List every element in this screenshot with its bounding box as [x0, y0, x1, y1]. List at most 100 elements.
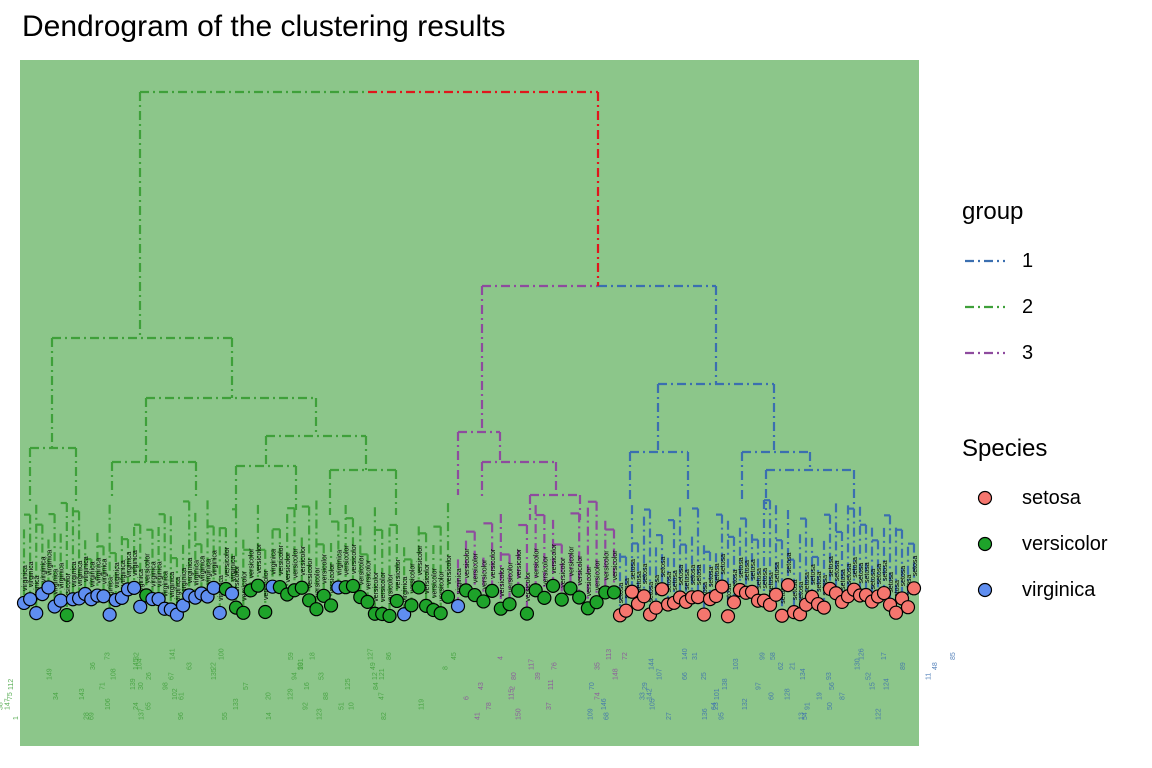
leaf-point	[774, 608, 790, 623]
leaf-index-label: 89	[900, 662, 907, 670]
leaf-label: setosa	[816, 571, 823, 592]
leaf-index-label: 82	[381, 712, 388, 720]
leaf-label: versicolor	[508, 562, 515, 593]
leaf-point	[624, 584, 640, 599]
leaf-point	[572, 590, 587, 605]
leaf-label: virginica	[77, 561, 84, 587]
leaf-label: virginica	[336, 550, 343, 576]
leaf-index-label: 10	[349, 702, 356, 710]
leaf-index-label: 125	[345, 678, 352, 690]
leaf-index-label: 99	[759, 652, 766, 660]
leaf-index-label: 57	[243, 682, 250, 690]
leaf-index-label: 47	[379, 692, 386, 700]
leaf-index-label: 84	[373, 682, 380, 690]
leaf-index-label: 66	[682, 672, 689, 680]
leaf-index-label: 25	[701, 672, 708, 680]
leaf-index-label: 109	[587, 708, 594, 720]
leaf-index-label: 94	[292, 672, 299, 680]
leaf-index-label: 122	[876, 708, 883, 720]
leaf-point	[96, 589, 111, 604]
leaf-index-label: 141	[169, 648, 176, 660]
group-legend-label-2: 2	[1022, 296, 1034, 318]
leaf-index-label: 39	[535, 672, 542, 680]
leaf-index-label: 55	[222, 712, 229, 720]
leaf-index-label: 132	[742, 698, 749, 710]
leaf-index-label: 71	[100, 682, 107, 690]
leaf-label: virginica	[157, 561, 164, 587]
leaf-point	[309, 602, 324, 617]
leaf-point	[345, 578, 361, 594]
leaf-point	[485, 583, 500, 598]
leaf-index-label: 102	[172, 688, 179, 700]
leaf-point	[816, 600, 832, 615]
leaf-label: setosa	[798, 582, 805, 603]
species-legend-title: Species	[962, 435, 1048, 462]
leaf-label: versicolor	[322, 553, 329, 584]
leaf-label: setosa	[684, 569, 691, 590]
species-legend-label-virginica: virginica	[1022, 579, 1096, 601]
leaf-label: versicolor	[542, 555, 549, 586]
leaf-label: setosa	[900, 566, 907, 587]
leaf-index-label: 101	[714, 688, 721, 700]
leaf-point	[23, 592, 38, 607]
leaf-label: setosa	[786, 552, 793, 573]
leaf-label: setosa	[774, 562, 781, 583]
leaf-point	[212, 605, 227, 621]
leaf-index-label: 115	[509, 689, 516, 700]
leaf-point	[714, 579, 730, 594]
leaf-label: setosa	[762, 568, 769, 589]
leaf-label: setosa	[660, 556, 667, 577]
leaf-label: setosa	[756, 568, 763, 589]
leaf-point	[768, 587, 784, 602]
leaf-index-label: 72	[622, 652, 629, 660]
leaf-index-label: 54	[802, 712, 809, 720]
leaf-index-label: 107	[656, 668, 663, 680]
leaf-label: virginica	[175, 577, 182, 603]
leaf-label: versicolor	[417, 545, 424, 576]
leaf-index-label: 14	[266, 712, 273, 720]
leaf-label: virginica	[230, 556, 237, 582]
leaf-index-label: 65	[145, 702, 152, 710]
leaf-point	[224, 586, 240, 601]
leaf-points	[16, 577, 922, 624]
leaf-label: setosa	[888, 572, 895, 593]
leaf-index-label: 123	[317, 708, 324, 720]
leaf-index-label: 85	[950, 652, 957, 660]
leaf-index-label: 52	[866, 672, 873, 680]
leaf-label: versicolor	[499, 566, 506, 597]
leaf-label: setosa	[804, 572, 811, 593]
leaf-index-label: 146	[601, 698, 608, 710]
leaf-label: versicolor	[388, 573, 395, 604]
leaf-index-label: 119	[419, 699, 426, 710]
leaf-label: virginica	[181, 568, 188, 594]
leaf-index-label: 88	[323, 692, 330, 700]
leaf-index-label: 96	[178, 712, 185, 720]
leaf-index-label: 20	[266, 692, 273, 700]
leaf-index-label: 149	[47, 668, 54, 680]
leaf-label: versicolor	[395, 558, 402, 589]
leaf-label: versicolor	[300, 545, 307, 576]
leaf-index-label: 86	[386, 652, 393, 660]
leaf-label: versicolor	[292, 548, 299, 579]
leaf-label: setosa	[834, 560, 841, 581]
leaf-label: setosa	[858, 563, 865, 584]
leaf-label: versicolor	[439, 571, 446, 602]
leaf-label: setosa	[618, 583, 625, 604]
leaf-label: virginica	[22, 565, 29, 591]
leaf-index-label: 73	[105, 652, 112, 660]
leaf-index-label: 30	[138, 682, 145, 690]
leaf-point	[258, 604, 273, 620]
leaf-label: virginica	[206, 559, 213, 585]
leaf-point	[127, 580, 142, 595]
species-legend-key-setosa	[977, 490, 993, 506]
leaf-label: virginica	[271, 549, 278, 575]
leaf-index-label: 137	[138, 708, 145, 720]
leaf-index-label: 105	[649, 698, 656, 710]
leaf-label: virginica	[108, 577, 115, 603]
leaf-label: versicolor	[464, 548, 471, 579]
leaf-index-label: 6	[464, 696, 471, 700]
leaf-index-label: 56	[829, 682, 836, 690]
leaf-label: versicolor	[534, 548, 541, 579]
leaf-index-label: 68	[603, 712, 610, 720]
